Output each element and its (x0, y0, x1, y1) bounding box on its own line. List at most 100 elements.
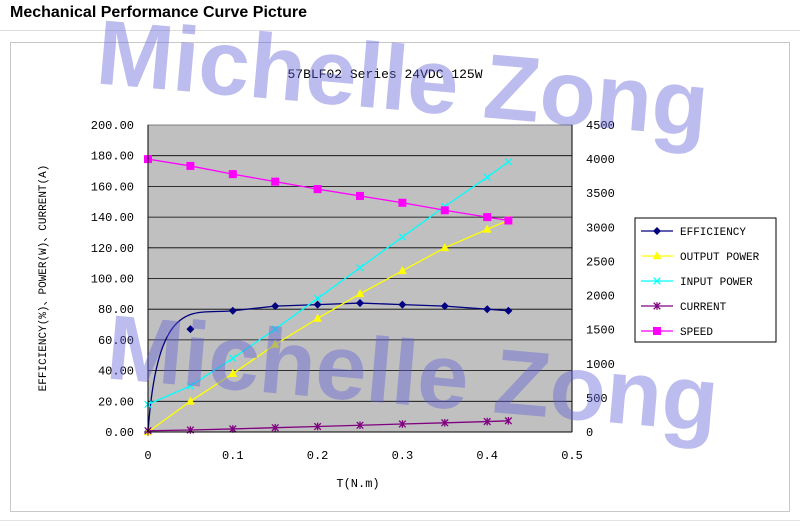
bottom-divider (0, 520, 800, 521)
data-point (355, 299, 365, 308)
y2-tick-label: 2500 (586, 255, 615, 269)
y-tick-label: 40.00 (98, 365, 134, 379)
x-tick-label: 0.4 (476, 449, 498, 463)
data-point-stroke (483, 173, 491, 181)
x-tick-label: 0.2 (307, 449, 329, 463)
y-tick-label: 60.00 (98, 334, 134, 348)
legend-item: CURRENT (641, 302, 727, 314)
y-tick-label: 140.00 (91, 211, 134, 225)
x-axis-label: T(N.m) (336, 477, 379, 491)
series-line (147, 158, 509, 222)
data-point (482, 224, 492, 233)
y-tick-label: 0.00 (105, 426, 134, 440)
data-point (229, 354, 237, 363)
data-point (270, 339, 280, 348)
data-point (440, 242, 450, 252)
data-point (504, 416, 513, 425)
data-point-stroke (653, 277, 661, 285)
data-point-stroke (356, 263, 364, 272)
data-point (356, 191, 364, 200)
data-point (653, 302, 661, 310)
data-point (186, 396, 195, 405)
y2-tick-label: 3500 (586, 187, 615, 201)
gridlines (148, 155, 572, 402)
data-point (186, 161, 195, 170)
data-point (271, 423, 279, 432)
series-line (147, 219, 509, 433)
series-line (147, 161, 509, 405)
legend-item: SPEED (641, 327, 713, 339)
data-point (440, 302, 449, 311)
data-point (228, 306, 237, 315)
y2-tick-label: 2000 (586, 290, 615, 304)
y2-tick-label: 4000 (586, 153, 615, 167)
y2-tick-label: 4500 (586, 119, 615, 133)
data-point (441, 418, 449, 427)
data-point (398, 198, 407, 207)
data-point-stroke (398, 233, 407, 241)
data-point (186, 325, 195, 334)
data-point (398, 420, 407, 428)
data-point (653, 277, 661, 285)
data-point (483, 173, 491, 181)
y-tick-label: 20.00 (98, 395, 134, 409)
y-tick-label: 100.00 (91, 273, 134, 287)
data-point (313, 185, 322, 194)
data-point (504, 306, 513, 315)
data-point-stroke (229, 354, 237, 363)
legend-label: CURRENT (680, 302, 727, 314)
data-point-stroke (504, 158, 513, 166)
data-point (228, 170, 237, 179)
data-point (483, 213, 492, 222)
legend-item: INPUT POWER (641, 277, 753, 289)
data-point (483, 305, 492, 314)
data-point (356, 421, 364, 430)
x-tick-label: 0.1 (222, 449, 244, 463)
data-point (313, 300, 322, 309)
data-point (186, 382, 195, 390)
data-point (504, 158, 513, 166)
y-axis-label: EFFICIENCY(%)、POWER(W)、CURRENT(A) (38, 165, 50, 392)
data-point (313, 294, 322, 303)
data-point (228, 368, 238, 377)
title-divider (0, 30, 800, 31)
data-point (271, 177, 280, 186)
data-point (398, 233, 407, 241)
axes: 0.00 20.00 40.00 60.00 80.00 100.00 120.00 140.… (91, 119, 615, 463)
data-point-stroke (313, 294, 322, 303)
y2-tick-label: 0 (586, 426, 593, 440)
page-title: Mechanical Performance Curve Picture (10, 4, 308, 21)
data-point (356, 263, 364, 272)
data-point (652, 251, 662, 260)
data-point (483, 417, 491, 426)
y-tick-label: 180.00 (91, 150, 134, 164)
legend-label: SPEED (680, 327, 713, 339)
data-point-stroke (271, 325, 279, 333)
legend-label: OUTPUT POWER (680, 252, 760, 264)
y2-tick-label: 3000 (586, 221, 615, 235)
data-point (313, 422, 322, 431)
data-point (398, 300, 407, 309)
legend-item: EFFICIENCY (641, 226, 746, 239)
chart-title: 57BLF02 Series 24VDC 125W (287, 67, 482, 82)
series-layer (143, 155, 513, 437)
data-point (440, 206, 449, 215)
data-point (271, 302, 280, 311)
data-point (229, 425, 237, 433)
legend: EFFICIENCY OUTPUT POWER INPUT POWER CURRENT… (634, 217, 777, 343)
y2-tick-label: 1500 (586, 324, 615, 338)
data-point (398, 265, 407, 275)
data-point (313, 313, 322, 322)
y2-tick-label: 500 (586, 392, 608, 406)
x-tick-label: 0.3 (392, 449, 414, 463)
y-tick-label: 120.00 (91, 242, 134, 256)
data-point (355, 288, 365, 298)
data-point (653, 327, 661, 335)
legend-label: EFFICIENCY (680, 227, 746, 239)
x-tick-label: 0.5 (561, 449, 583, 463)
y2-tick-label: 1000 (586, 358, 615, 372)
data-point (504, 216, 513, 225)
y-tick-label: 80.00 (98, 303, 134, 317)
x-tick-label: 0 (144, 449, 151, 463)
